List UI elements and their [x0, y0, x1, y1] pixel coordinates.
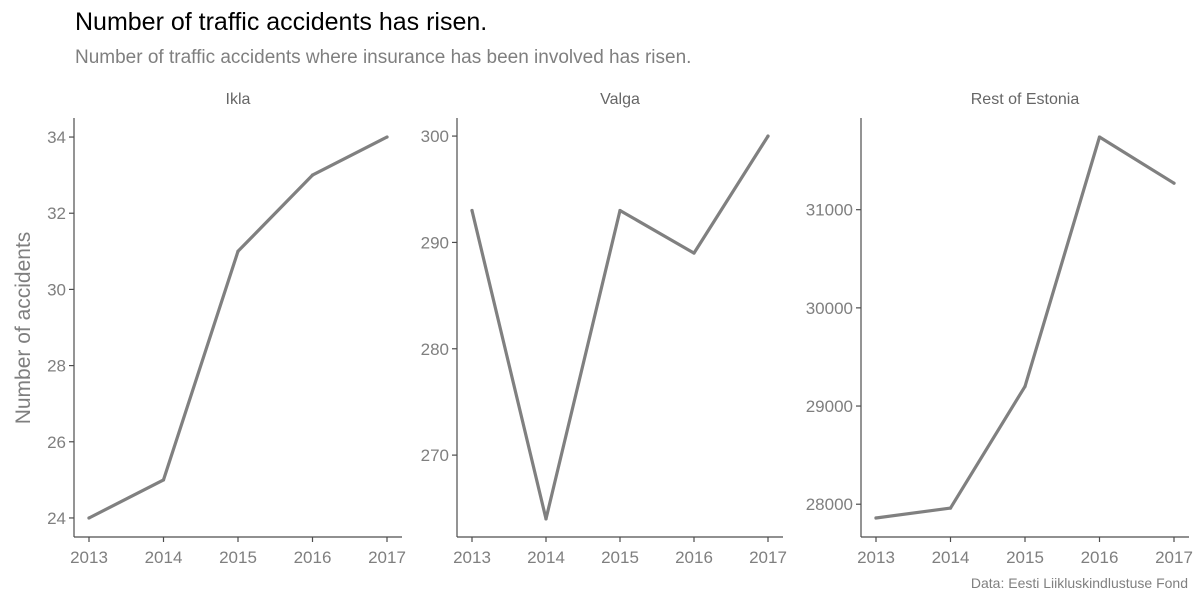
x-tick-label: 2016	[1081, 548, 1119, 567]
data-point-rest-of-estonia	[948, 506, 953, 510]
data-point-rest-of-estonia	[1097, 135, 1102, 139]
panel-title-rest-of-estonia: Rest of Estonia	[971, 91, 1080, 108]
y-tick-label: 300	[421, 127, 449, 146]
data-point-rest-of-estonia	[1023, 384, 1027, 389]
y-tick-label: 29000	[806, 397, 853, 416]
data-point-valga	[470, 208, 474, 213]
y-tick-label: 28000	[806, 495, 853, 514]
data-point-valga	[544, 517, 548, 521]
series-line-rest-of-estonia	[874, 135, 1176, 520]
data-source-caption: Data: Eesti Liikluskindlustuse Fond	[970, 575, 1188, 591]
x-tick-label: 2013	[70, 548, 108, 567]
y-tick-label: 31000	[806, 201, 853, 220]
x-tick-label: 2015	[1006, 548, 1044, 567]
data-point-valga	[692, 251, 696, 255]
data-point-ikla	[385, 135, 389, 139]
chart-title: Number of traffic accidents has risen.	[75, 8, 488, 36]
data-point-valga	[618, 208, 622, 213]
x-tick-label: 2014	[932, 548, 970, 567]
y-tick-label: 34	[47, 128, 66, 147]
series-line-valga	[470, 134, 770, 521]
x-tick-label: 2016	[294, 548, 332, 567]
x-tick-label: 2015	[219, 548, 257, 567]
data-point-ikla	[161, 478, 166, 482]
data-point-ikla	[236, 249, 240, 253]
y-tick-label: 30	[47, 280, 66, 299]
data-point-valga	[766, 134, 770, 138]
data-point-rest-of-estonia	[874, 516, 878, 520]
x-tick-label: 2014	[145, 548, 183, 567]
y-tick-label: 24	[47, 509, 66, 528]
y-tick-label: 290	[421, 233, 449, 252]
series-line-ikla	[87, 135, 389, 520]
x-tick-label: 2013	[857, 548, 895, 567]
y-tick-label: 32	[47, 204, 66, 223]
data-point-ikla	[87, 516, 91, 520]
x-tick-label: 2017	[749, 548, 787, 567]
panel-title-ikla: Ikla	[226, 91, 251, 108]
y-tick-label: 30000	[806, 299, 853, 318]
panel-title-valga: Valga	[600, 91, 640, 108]
data-point-rest-of-estonia	[1172, 181, 1176, 185]
chart-subtitle: Number of traffic accidents where insura…	[75, 47, 692, 68]
y-tick-label: 26	[47, 433, 66, 452]
x-tick-label: 2017	[368, 548, 406, 567]
y-axis-label: Number of accidents	[12, 232, 35, 425]
x-tick-label: 2015	[601, 548, 639, 567]
y-tick-label: 28	[47, 357, 66, 376]
x-tick-label: 2017	[1155, 548, 1193, 567]
data-point-ikla	[310, 173, 315, 177]
y-tick-label: 280	[421, 340, 449, 359]
x-tick-label: 2013	[453, 548, 491, 567]
x-tick-label: 2016	[675, 548, 713, 567]
x-tick-label: 2014	[527, 548, 565, 567]
y-tick-label: 270	[421, 446, 449, 465]
